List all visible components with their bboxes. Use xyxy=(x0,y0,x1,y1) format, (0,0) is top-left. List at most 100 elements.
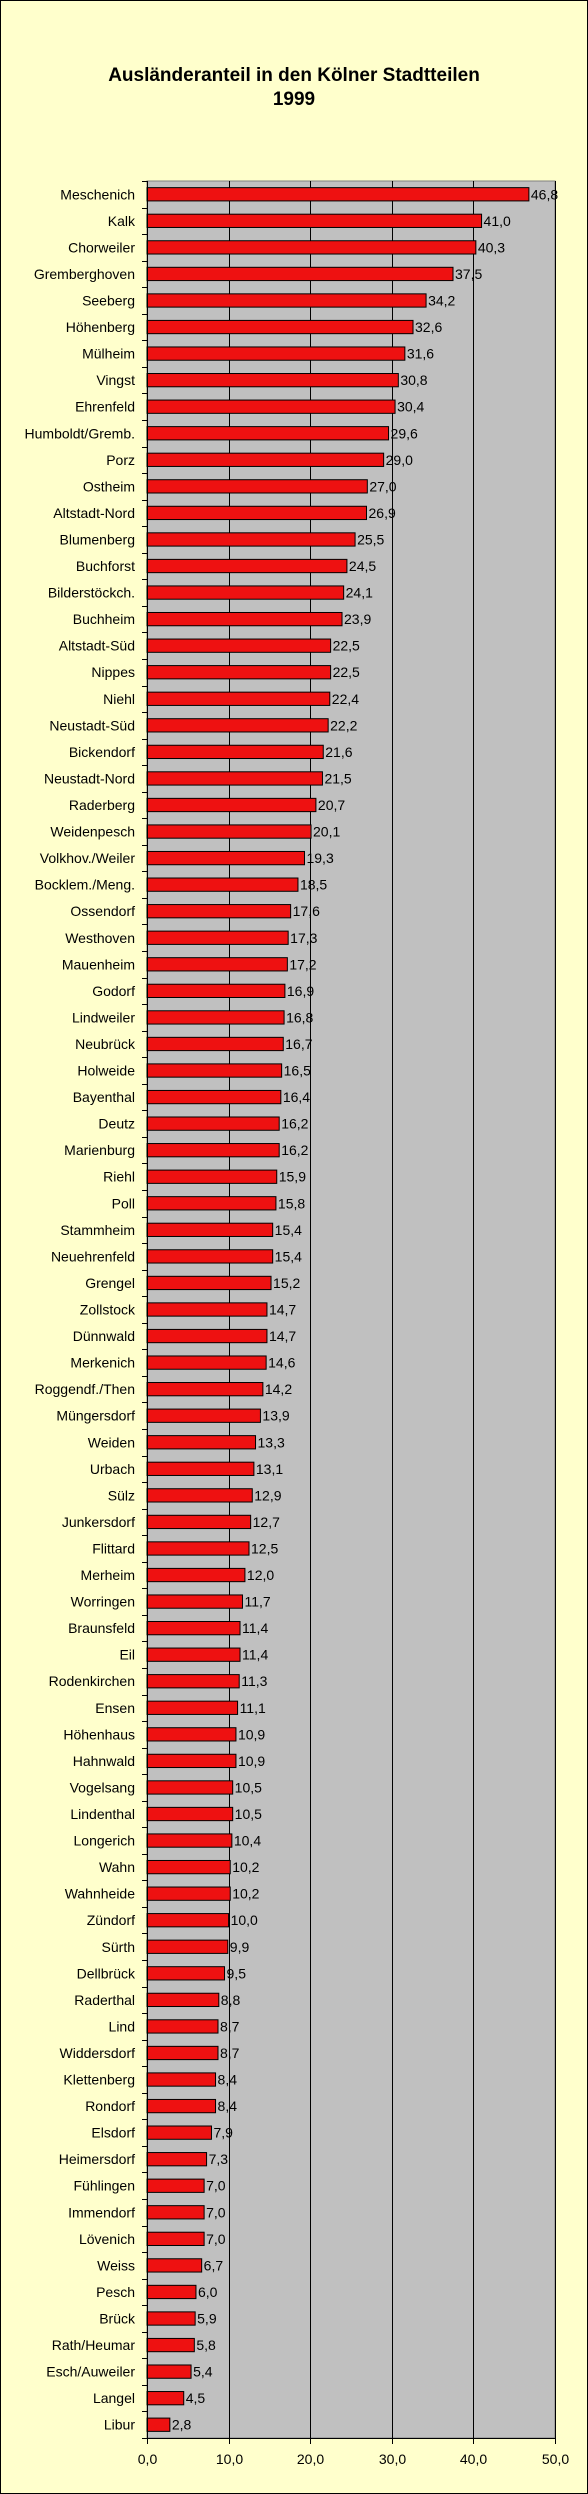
value-label: 21,5 xyxy=(324,770,351,786)
category-label: Höhenhaus xyxy=(63,1726,135,1742)
value-label: 9,5 xyxy=(227,1965,247,1981)
value-label: 30,4 xyxy=(397,399,424,415)
bar xyxy=(146,558,348,574)
bar xyxy=(146,1886,231,1901)
value-label: 7,0 xyxy=(206,2231,226,2247)
value-label: 15,8 xyxy=(278,1195,305,1211)
category-label: Altstadt-Süd xyxy=(59,638,135,654)
category-label: Buchheim xyxy=(73,611,135,627)
x-tick-label: 30,0 xyxy=(379,2451,406,2467)
bar xyxy=(146,505,368,521)
value-label: 34,2 xyxy=(428,292,455,308)
value-label: 8,7 xyxy=(220,2045,240,2061)
category-label: Fühlingen xyxy=(74,2178,136,2194)
value-label: 30,8 xyxy=(400,372,427,388)
category-label: Widdersdorf xyxy=(60,2045,136,2061)
bar xyxy=(146,1488,253,1503)
bar xyxy=(146,2205,205,2220)
category-label: Ehrenfeld xyxy=(75,399,135,415)
category-label: Ostheim xyxy=(83,478,135,494)
value-label: 16,9 xyxy=(287,983,314,999)
category-label: Neustadt-Nord xyxy=(44,770,135,786)
value-label: 15,4 xyxy=(275,1222,302,1238)
bar xyxy=(146,1089,282,1105)
bar xyxy=(146,904,292,919)
category-label: Meschenich xyxy=(60,186,135,202)
category-label: Seeberg xyxy=(82,292,135,308)
category-label: Braunsfeld xyxy=(68,1620,135,1636)
x-tick-label: 20,0 xyxy=(297,2451,324,2467)
bar xyxy=(146,1514,252,1530)
bar xyxy=(146,957,288,972)
category-label: Volkhov./Weiler xyxy=(40,850,136,866)
bar xyxy=(146,1169,278,1184)
category-label: Godorf xyxy=(92,983,135,999)
value-label: 16,5 xyxy=(284,1063,311,1079)
value-label: 41,0 xyxy=(484,213,511,229)
bar xyxy=(146,2098,217,2114)
chart-title-line-2: 1999 xyxy=(272,89,316,110)
bar xyxy=(146,293,427,308)
bar xyxy=(146,1806,234,1822)
value-label: 7,0 xyxy=(206,2204,226,2220)
bar xyxy=(146,2178,205,2193)
category-label: Poll xyxy=(112,1195,135,1211)
category-label: Bayenthal xyxy=(73,1089,135,1105)
category-label: Altstadt-Nord xyxy=(53,505,135,521)
value-label: 46,8 xyxy=(531,186,558,202)
category-label: Junkersdorf xyxy=(62,1514,135,1530)
value-label: 5,4 xyxy=(193,2364,213,2380)
bar xyxy=(146,1700,239,1715)
value-label: 16,8 xyxy=(286,1009,313,1025)
value-label: 40,3 xyxy=(478,239,505,255)
value-label: 17,2 xyxy=(289,956,316,972)
value-label: 11,4 xyxy=(242,1620,268,1636)
value-label: 29,0 xyxy=(386,452,413,468)
value-label: 8,4 xyxy=(218,2072,238,2088)
bar xyxy=(146,665,332,680)
value-label: 20,7 xyxy=(318,797,345,813)
value-label: 16,2 xyxy=(281,1142,308,1158)
x-tick-label: 0,0 xyxy=(138,2451,158,2467)
bar xyxy=(146,2152,208,2167)
value-label: 11,1 xyxy=(240,1700,266,1716)
category-label: Lövenich xyxy=(79,2231,135,2247)
category-label: Raderberg xyxy=(69,797,135,813)
category-label: Riehl xyxy=(103,1169,135,1185)
value-label: 2,8 xyxy=(172,2417,192,2433)
category-label: Gremberghoven xyxy=(34,266,135,282)
category-label: Elsdorf xyxy=(91,2125,135,2141)
bar xyxy=(146,1674,240,1689)
bar xyxy=(146,1541,250,1556)
value-label: 32,6 xyxy=(415,319,442,335)
bar xyxy=(146,2231,205,2246)
value-label: 8,4 xyxy=(218,2098,238,2114)
category-label: Merheim xyxy=(81,1567,135,1583)
category-label: Dellbrück xyxy=(77,1965,136,1981)
category-label: Weiss xyxy=(97,2257,135,2273)
value-label: 21,6 xyxy=(325,744,352,760)
category-label: Stammheim xyxy=(60,1222,135,1238)
value-label: 10,0 xyxy=(231,1912,258,1928)
category-label: Longerich xyxy=(74,1833,136,1849)
value-label: 10,2 xyxy=(232,1886,259,1902)
value-label: 26,9 xyxy=(369,505,396,521)
bar xyxy=(146,319,414,335)
value-label: 15,4 xyxy=(275,1248,302,1264)
bar xyxy=(146,2364,192,2379)
category-label: Pesch xyxy=(96,2284,135,2300)
category-label: Sülz xyxy=(108,1487,135,1503)
category-label: Immendorf xyxy=(68,2204,135,2220)
category-label: Brück xyxy=(99,2311,136,2327)
value-label: 6,7 xyxy=(204,2257,224,2273)
value-label: 15,2 xyxy=(273,1275,300,1291)
bar xyxy=(146,611,343,627)
category-label: Lind xyxy=(109,2018,135,2034)
x-tick-label: 50,0 xyxy=(542,2451,569,2467)
category-label: Humboldt/Gremb. xyxy=(25,425,135,441)
category-label: Bickendorf xyxy=(69,744,135,760)
bar xyxy=(146,2072,217,2087)
value-label: 23,9 xyxy=(344,611,371,627)
bar xyxy=(146,240,477,255)
bar xyxy=(146,2258,203,2273)
